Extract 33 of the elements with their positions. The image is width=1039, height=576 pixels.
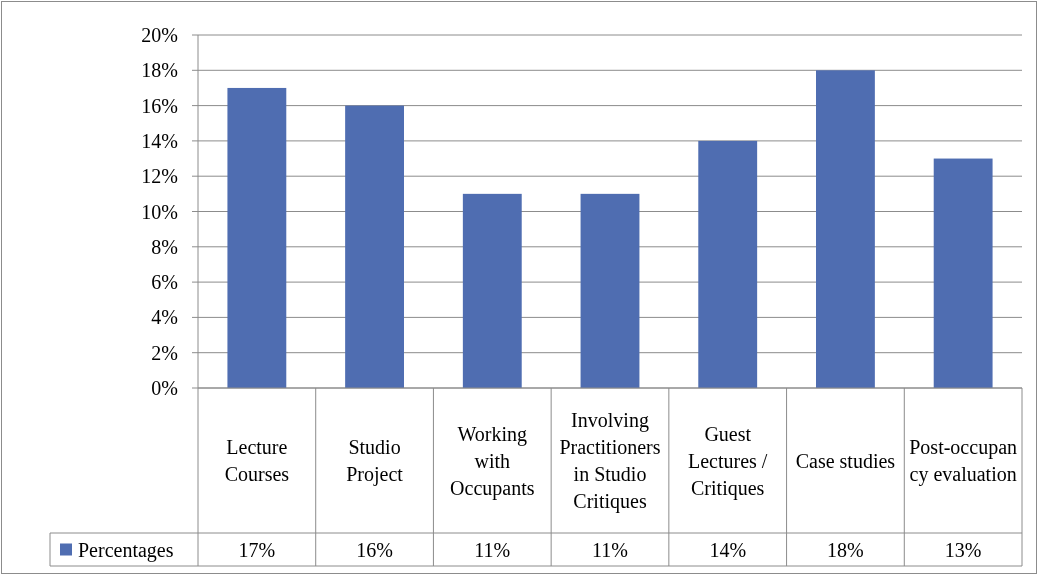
data-label: 11% bbox=[474, 538, 511, 561]
bar bbox=[580, 193, 640, 388]
y-tick-label: 20% bbox=[141, 24, 178, 46]
bar bbox=[933, 158, 993, 388]
y-tick-label: 14% bbox=[141, 129, 178, 152]
y-tick-label: 10% bbox=[141, 200, 178, 223]
bar bbox=[816, 70, 875, 388]
bar bbox=[462, 193, 522, 388]
bar bbox=[698, 140, 758, 388]
data-label: 17% bbox=[238, 538, 276, 561]
bar bbox=[345, 105, 404, 388]
data-label: 14% bbox=[709, 538, 747, 561]
y-tick-label: 8% bbox=[151, 235, 178, 258]
x-tick-label: Studio Project bbox=[346, 436, 404, 486]
y-tick-label: 16% bbox=[141, 94, 178, 117]
y-tick-label: 0% bbox=[151, 377, 178, 399]
x-tick-label: Working with Occupants bbox=[450, 422, 535, 500]
data-label: 11% bbox=[592, 538, 628, 561]
data-label: 13% bbox=[944, 538, 982, 561]
data-label: 18% bbox=[827, 538, 864, 561]
x-tick-label: Guest Lectures / Critiques bbox=[688, 422, 768, 500]
x-tick-label: Case studies bbox=[795, 449, 896, 472]
y-tick-label: 4% bbox=[151, 306, 178, 329]
y-tick-label: 12% bbox=[141, 165, 178, 188]
data-label: 16% bbox=[356, 538, 393, 561]
x-tick-label: Lecture Courses bbox=[224, 436, 290, 485]
y-tick-label: 6% bbox=[151, 271, 178, 294]
y-tick-label: 18% bbox=[141, 59, 178, 82]
y-tick-label: 2% bbox=[151, 341, 178, 364]
x-tick-label: Post-occupancy evaluation bbox=[909, 436, 1018, 486]
bar bbox=[227, 87, 287, 388]
legend-label: Percentages bbox=[78, 538, 174, 562]
x-tick-label: Involving Practitioners in Studio Critiques bbox=[559, 409, 661, 513]
